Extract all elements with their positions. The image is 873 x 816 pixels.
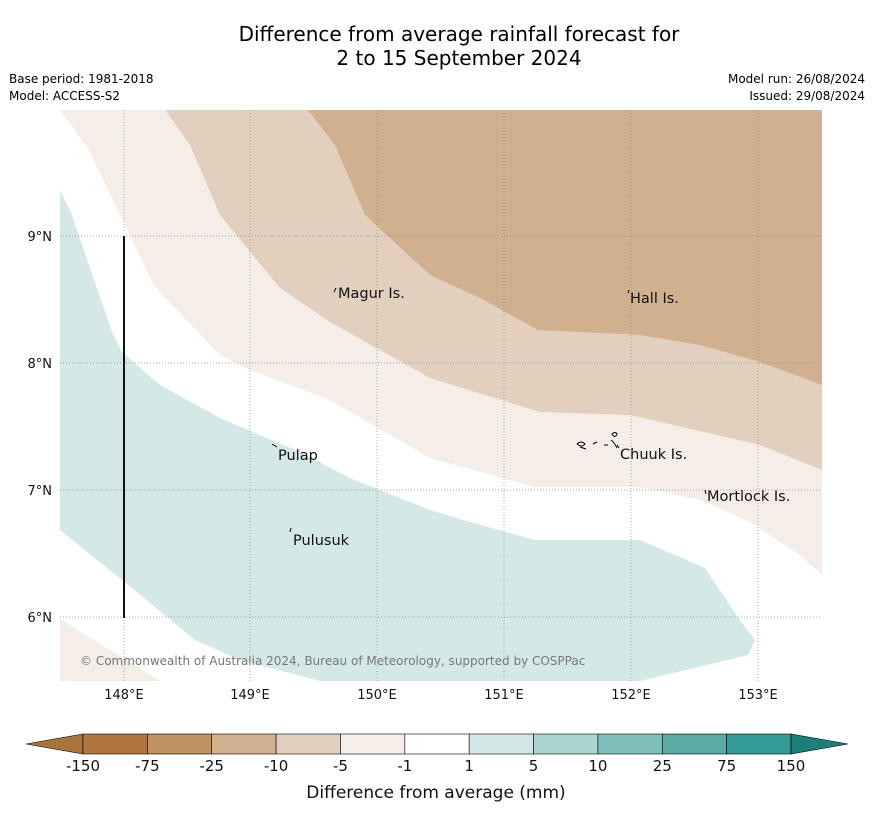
colorbar-tick-label: 75 [717, 757, 736, 775]
colorbar-segment [147, 733, 213, 755]
colorbar-tick-label: -1 [397, 757, 412, 775]
colorbar-segment [211, 733, 277, 755]
label-chuuk: Chuuk Is. [620, 447, 687, 463]
meta-right: Model run: 26/08/2024 Issued: 29/08/2024 [728, 71, 865, 105]
base-period: Base period: 1981-2018 [9, 72, 154, 86]
colorbar-tick-label: 25 [653, 757, 672, 775]
pulusuk-island-shape [289, 527, 292, 533]
lat-tick-label: 8°N [28, 357, 53, 372]
map-title: Difference from average rainfall forecas… [0, 22, 873, 70]
colorbar-tick-label: 5 [529, 757, 539, 775]
mortlock-island-shape [704, 489, 707, 495]
colorbar-tick-label: 1 [464, 757, 474, 775]
lon-axis: 148°E 149°E 150°E 151°E 152°E 153°E [104, 688, 778, 703]
lon-tick-label: 148°E [104, 688, 144, 703]
colorbar-extension-high [790, 733, 849, 755]
label-magur: Magur Is. [338, 286, 405, 302]
title-line-1: Difference from average rainfall forecas… [238, 22, 680, 46]
colorbar-tick-label: -5 [333, 757, 348, 775]
colorbar-segment [468, 733, 534, 755]
lon-tick-label: 151°E [484, 688, 524, 703]
colorbar-title: Difference from average (mm) [306, 783, 565, 803]
issued-date: Issued: 29/08/2024 [749, 89, 865, 103]
colorbar-tick-label: -75 [135, 757, 160, 775]
colorbar-segment [404, 733, 470, 755]
colorbar-tick-label: 150 [777, 757, 806, 775]
meta-left: Base period: 1981-2018 Model: ACCESS-S2 [9, 71, 154, 105]
rainfall-map: Magur Is. Hall Is. Pulap Chuuk Is. Mortl… [60, 110, 822, 681]
hall-island-shape [627, 289, 630, 294]
label-mortlock: Mortlock Is. [707, 489, 790, 505]
island-markers [271, 287, 707, 533]
lat-axis: 9°N 8°N 7°N 6°N [28, 230, 53, 626]
colorbar-segment [726, 733, 792, 755]
lon-tick-label: 153°E [738, 688, 778, 703]
lat-tick-label: 9°N [28, 230, 53, 245]
copyright-notice: © Commonwealth of Australia 2024, Bureau… [80, 654, 585, 668]
colorbar-segment [597, 733, 663, 755]
band-white-sw [60, 530, 320, 681]
magur-island-shape [333, 287, 337, 293]
colorbar-extension-low [25, 733, 84, 755]
colorbar-segment [275, 733, 341, 755]
lon-tick-label: 152°E [611, 688, 651, 703]
model-name: Model: ACCESS-S2 [9, 89, 121, 103]
colorbar-segment [82, 733, 148, 755]
label-pulap: Pulap [278, 448, 318, 464]
colorbar-tick-label: -25 [199, 757, 224, 775]
band-sw-corner [60, 618, 160, 681]
lon-tick-label: 150°E [357, 688, 397, 703]
colorbar-tick-label: -10 [264, 757, 289, 775]
colorbar-segment [340, 733, 406, 755]
lat-tick-label: 7°N [28, 484, 53, 499]
band-minus25-to-minus10 [308, 110, 822, 385]
colorbar-tick-label: 10 [588, 757, 607, 775]
band-1-to-5 [60, 190, 755, 681]
colorbar [25, 733, 849, 755]
title-line-2: 2 to 15 September 2024 [336, 46, 582, 70]
label-hall: Hall Is. [630, 291, 679, 307]
chuuk-island-shape [576, 432, 620, 450]
model-run: Model run: 26/08/2024 [727, 72, 865, 86]
colorbar-labels: -150 -75 -25 -10 -5 -1 1 5 10 25 75 150 [66, 757, 805, 775]
colorbar-segment [661, 733, 727, 755]
colorbar-segment [533, 733, 599, 755]
colorbar-tick-label: -150 [66, 757, 100, 775]
pulap-island-shape [271, 443, 278, 448]
lat-tick-label: 6°N [28, 611, 53, 626]
lon-tick-label: 149°E [230, 688, 270, 703]
label-pulusuk: Pulusuk [293, 533, 350, 549]
